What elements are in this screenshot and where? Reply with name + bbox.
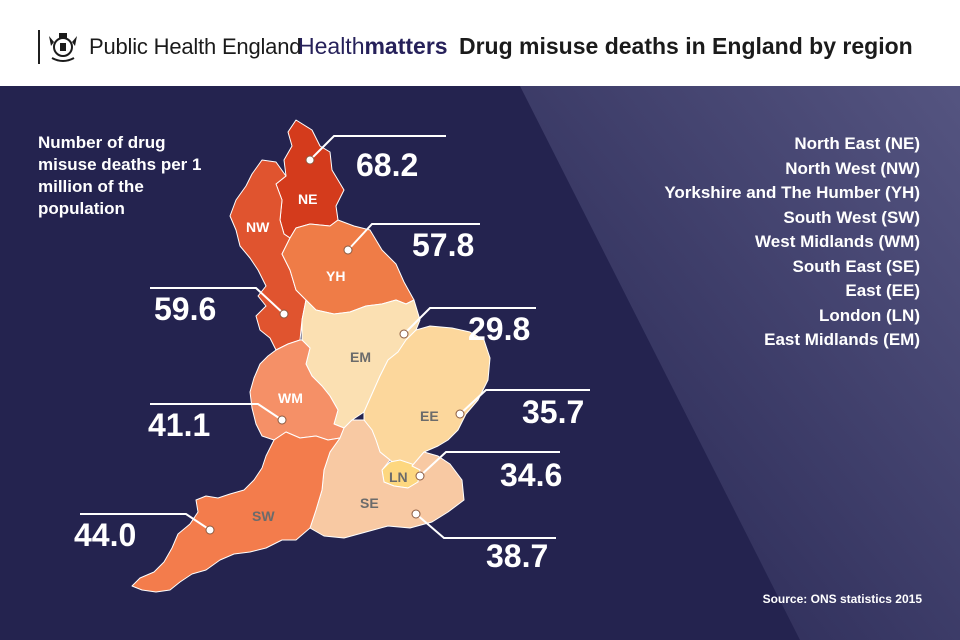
leader-line-sw: [80, 513, 211, 531]
value-yh: 57.8: [412, 227, 474, 263]
region-label-se: SE: [360, 495, 379, 511]
region-label-ln: LN: [389, 469, 408, 485]
legend-item: North West (NW): [785, 158, 920, 178]
marker-wm: [277, 415, 287, 425]
region-label-ee: EE: [420, 408, 439, 424]
region-sw: [131, 431, 341, 593]
marker-ln: [415, 471, 425, 481]
legend-item: Yorkshire and The Humber (YH): [664, 183, 920, 202]
region-ne: [275, 119, 345, 239]
source-note: Source: ONS statistics 2015: [762, 592, 922, 606]
brand-suffix: matters: [364, 33, 448, 59]
leader-line-ee: [459, 389, 590, 415]
map-caption: Number of drug misuse deaths per 1 milli…: [38, 133, 202, 218]
region-legend: North East (NE) North West (NW) Yorkshir…: [664, 132, 920, 353]
value-ee: 35.7: [522, 394, 584, 430]
header: Public Health England Healthmatters Drug…: [0, 0, 960, 86]
region-label-yh: YH: [326, 268, 345, 284]
value-ln: 34.6: [500, 457, 562, 493]
marker-em: [399, 329, 409, 339]
region-label-em: EM: [350, 349, 371, 365]
region-label-ne: NE: [298, 191, 317, 207]
light-beam: [520, 86, 960, 640]
royal-crest-icon: [49, 33, 77, 62]
leader-line-wm: [150, 403, 283, 421]
leader-line-yh: [347, 223, 480, 251]
value-wm: 41.1: [148, 407, 210, 443]
brand-prefix: Health: [298, 33, 365, 59]
legend-item: London (LN): [818, 305, 920, 325]
marker-se: [411, 509, 421, 519]
legend-item: North East (NE): [794, 134, 920, 153]
brand-logo: Healthmatters: [298, 33, 448, 60]
leader-line-se: [415, 513, 556, 539]
value-se: 38.7: [486, 538, 548, 574]
marker-ne: [305, 155, 315, 165]
value-ne: 68.2: [356, 147, 418, 183]
marker-sw: [205, 525, 215, 535]
leader-line-ne: [309, 135, 446, 161]
region-label-sw: SW: [252, 508, 275, 524]
legend-item: East (EE): [845, 281, 920, 300]
marker-ee: [455, 409, 465, 419]
organisation-name: Public Health England: [89, 34, 302, 59]
page-title: Drug misuse deaths in England by region: [459, 33, 913, 59]
region-label-wm: WM: [278, 390, 303, 406]
value-em: 29.8: [468, 311, 530, 347]
leader-line-em: [403, 307, 536, 335]
legend-item: South West (SW): [783, 207, 920, 227]
marker-nw: [279, 309, 289, 319]
leader-line-nw: [150, 287, 285, 315]
divider-bar: [38, 30, 40, 64]
value-sw: 44.0: [74, 517, 136, 553]
value-nw: 59.6: [154, 291, 216, 327]
marker-yh: [343, 245, 353, 255]
leader-line-ln: [419, 451, 560, 477]
legend-item: South East (SE): [792, 256, 920, 276]
legend-item: West Midlands (WM): [755, 232, 920, 251]
legend-item: East Midlands (EM): [764, 330, 920, 349]
region-label-nw: NW: [246, 219, 270, 235]
